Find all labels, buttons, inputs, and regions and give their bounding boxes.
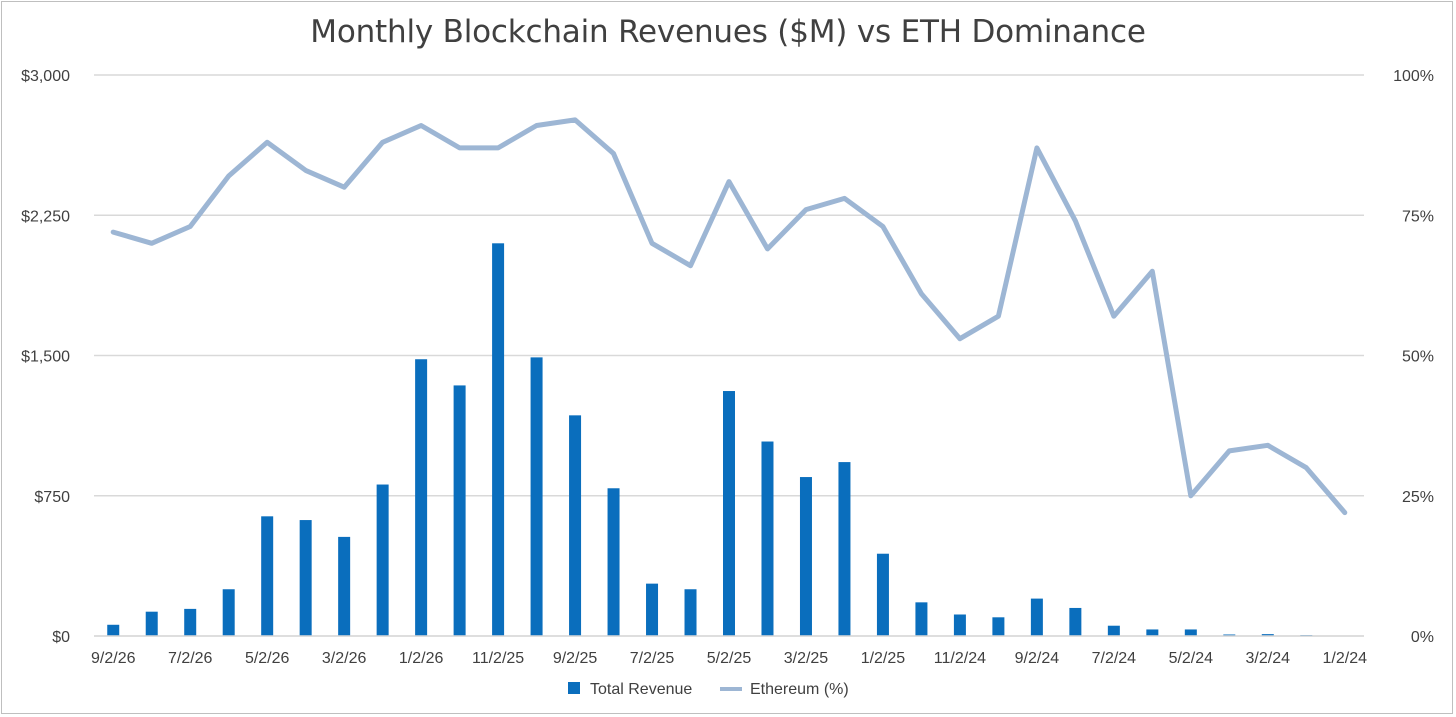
bar xyxy=(145,611,158,636)
bar xyxy=(1069,607,1082,636)
legend-label-ethereum: Ethereum (%) xyxy=(750,681,849,698)
bar xyxy=(838,462,851,636)
bar xyxy=(453,385,466,636)
bar xyxy=(646,583,659,636)
bar xyxy=(1184,629,1197,636)
y-left-tick-label: $0 xyxy=(52,629,70,646)
x-tick-label: 5/2/25 xyxy=(707,650,752,667)
bar xyxy=(376,484,389,636)
x-tick-label: 5/2/24 xyxy=(1169,650,1214,667)
y-right-tick-label: 50% xyxy=(1402,349,1434,366)
bar xyxy=(184,608,197,636)
y-right-tick-label: 25% xyxy=(1402,489,1434,506)
bar xyxy=(492,243,505,637)
x-tick-label: 3/2/26 xyxy=(322,650,367,667)
x-tick-label: 3/2/24 xyxy=(1246,650,1291,667)
x-tick-label: 9/2/25 xyxy=(553,650,598,667)
bar xyxy=(799,477,812,636)
x-tick-label: 5/2/26 xyxy=(245,650,290,667)
bar xyxy=(953,614,966,636)
x-tick-label: 11/2/25 xyxy=(472,650,524,667)
bar xyxy=(876,553,889,636)
legend-swatch-total-revenue xyxy=(568,682,580,694)
x-tick-label: 1/2/24 xyxy=(1323,650,1368,667)
bar xyxy=(222,589,235,636)
bar xyxy=(1146,629,1159,636)
bar xyxy=(261,516,274,636)
bar xyxy=(530,357,543,636)
bar xyxy=(915,602,928,636)
y-right-tick-label: 0% xyxy=(1411,629,1434,646)
y-left-tick-label: $750 xyxy=(34,489,70,506)
y-right-tick-label: 75% xyxy=(1402,208,1434,225)
x-tick-label: 1/2/25 xyxy=(861,650,906,667)
x-tick-label: 3/2/25 xyxy=(784,650,829,667)
bar xyxy=(415,359,428,636)
bar xyxy=(107,624,120,636)
bar xyxy=(1261,634,1274,636)
legend-label-total-revenue: Total Revenue xyxy=(590,681,692,698)
y-left-tick-label: $3,000 xyxy=(21,68,70,85)
bar xyxy=(569,415,582,636)
y-left-tick-label: $1,500 xyxy=(21,349,70,366)
bar xyxy=(607,488,620,636)
x-tick-label: 11/2/24 xyxy=(934,650,986,667)
bar xyxy=(761,441,774,636)
bar xyxy=(684,589,697,636)
x-tick-label: 9/2/26 xyxy=(91,650,136,667)
x-tick-label: 9/2/24 xyxy=(1015,650,1060,667)
x-tick-label: 7/2/25 xyxy=(630,650,675,667)
ethereum-line xyxy=(110,117,1348,516)
x-tick-label: 7/2/26 xyxy=(168,650,213,667)
bar xyxy=(1030,598,1043,636)
y-left-tick-label: $2,250 xyxy=(21,208,70,225)
x-tick-label: 7/2/24 xyxy=(1092,650,1137,667)
bar xyxy=(992,617,1005,636)
x-tick-label: 1/2/26 xyxy=(399,650,444,667)
chart-title: Monthly Blockchain Revenues ($M) vs ETH … xyxy=(310,14,1146,50)
bar xyxy=(1107,625,1120,636)
y-right-tick-label: 100% xyxy=(1393,68,1434,85)
bar xyxy=(723,391,735,636)
bar xyxy=(299,520,312,636)
bar xyxy=(338,536,351,636)
